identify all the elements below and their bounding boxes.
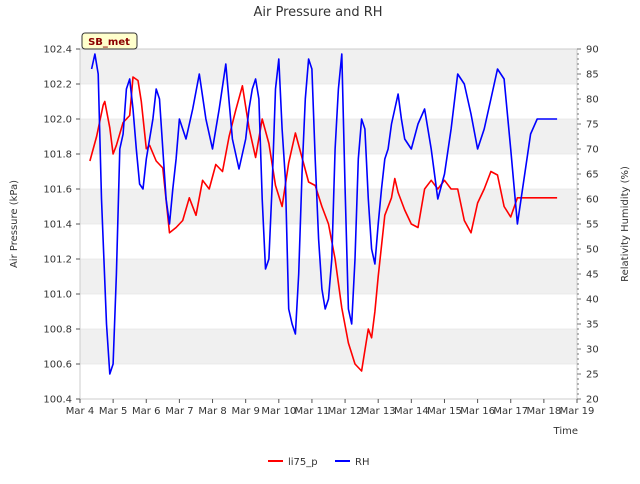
grid-band xyxy=(80,189,577,224)
x-tick-label: Mar 10 xyxy=(261,406,296,417)
x-tick-label: Mar 18 xyxy=(526,406,561,417)
left-tick-label: 101.0 xyxy=(43,290,72,301)
left-tick-label: 102.0 xyxy=(43,115,72,126)
legend-label-rh: RH xyxy=(355,457,369,468)
grid-band xyxy=(80,329,577,364)
grid-bands xyxy=(80,48,577,400)
right-tick-label: 30 xyxy=(586,345,599,356)
x-tick-label: Mar 4 xyxy=(66,406,94,417)
right-axis-ticks: 20 25 30 35 40 45 50 55 60 65 70 75 80 85 90 xyxy=(577,45,599,406)
legend-label-li75-p: li75_p xyxy=(288,457,318,468)
x-tick-label: Mar 19 xyxy=(560,406,595,417)
right-tick-label: 55 xyxy=(586,220,599,231)
right-tick-label: 40 xyxy=(586,295,599,306)
x-axis-ticks: Mar 4 Mar 5 Mar 6 Mar 7 Mar 8 Mar 9 Mar 10Mar … xyxy=(66,399,595,417)
x-tick-label: Mar 6 xyxy=(132,406,160,417)
station-tag-label: SB_met xyxy=(88,37,130,48)
grid-band xyxy=(80,119,577,154)
grid-band xyxy=(80,49,577,84)
station-tag-box xyxy=(81,32,138,50)
grid-band xyxy=(80,259,577,294)
right-tick-label: 25 xyxy=(586,370,599,381)
right-tick-label: 80 xyxy=(586,95,599,106)
x-tick-label: Mar 7 xyxy=(165,406,193,417)
x-tick-label: Mar 12 xyxy=(328,406,363,417)
right-tick-label: 85 xyxy=(586,70,599,81)
legend: li75_p RH xyxy=(268,457,369,468)
x-tick-label: Mar 14 xyxy=(394,406,429,417)
right-tick-label: 35 xyxy=(586,320,599,331)
right-tick-label: 70 xyxy=(586,145,599,156)
x-tick-label: Mar 9 xyxy=(231,406,259,417)
right-axis-label: Relativity Humidity (%) xyxy=(620,166,631,282)
right-tick-label: 75 xyxy=(586,120,599,131)
right-tick-label: 60 xyxy=(586,195,599,206)
left-tick-label: 102.2 xyxy=(43,80,72,91)
x-tick-label: Mar 17 xyxy=(493,406,528,417)
x-axis-label: Time xyxy=(553,426,578,437)
chart-title: Air Pressure and RH xyxy=(253,5,382,20)
x-tick-label: Mar 8 xyxy=(198,406,226,417)
left-tick-label: 100.4 xyxy=(43,395,72,406)
x-tick-label: Mar 5 xyxy=(99,406,127,417)
series-layer xyxy=(89,53,558,375)
left-tick-label: 100.6 xyxy=(43,360,72,371)
left-axis-label: Air Pressure (kPa) xyxy=(9,180,20,268)
x-tick-label: Mar 13 xyxy=(361,406,396,417)
left-tick-label: 101.2 xyxy=(43,255,72,266)
left-tick-label: 100.8 xyxy=(43,325,72,336)
right-tick-label: 65 xyxy=(586,170,599,181)
left-tick-label: 101.6 xyxy=(43,185,72,196)
x-tick-label: Mar 11 xyxy=(295,406,330,417)
x-tick-label: Mar 15 xyxy=(427,406,462,417)
station-tag: SB_met xyxy=(81,32,138,50)
right-tick-label: 20 xyxy=(586,395,599,406)
left-tick-label: 102.4 xyxy=(43,45,72,56)
right-tick-label: 50 xyxy=(586,245,599,256)
left-tick-label: 101.4 xyxy=(43,220,72,231)
right-tick-label: 90 xyxy=(586,45,599,56)
right-tick-label: 45 xyxy=(586,270,599,281)
left-tick-label: 101.8 xyxy=(43,150,72,161)
x-tick-label: Mar 16 xyxy=(460,406,495,417)
left-axis-ticks: 100.4 100.6 100.8 101.0 101.2 101.4 101.6 101.8… xyxy=(43,45,80,406)
series-line-rh xyxy=(90,53,558,375)
